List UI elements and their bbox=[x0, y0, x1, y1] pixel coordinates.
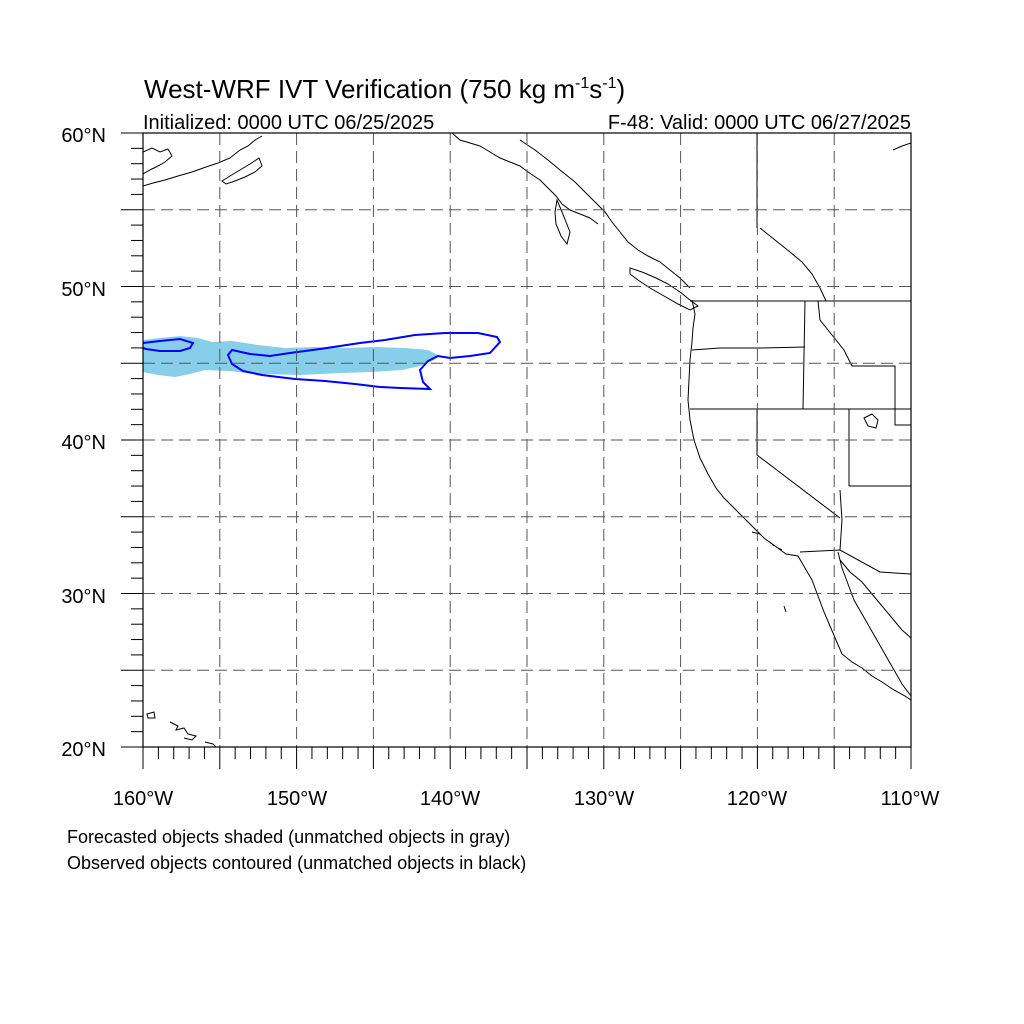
lat-label-50n: 50°N bbox=[61, 279, 106, 301]
observed-legend-note: Observed objects contoured (unmatched ob… bbox=[67, 853, 526, 873]
lat-label-60n: 60°N bbox=[61, 125, 106, 147]
init-time-label: Initialized: 0000 UTC 06/25/2025 bbox=[143, 112, 434, 134]
lon-label-140w: 140°W bbox=[420, 788, 480, 810]
northeast-corner-coast bbox=[892, 142, 911, 151]
map-title: West-WRF IVT Verification (750 kg m-1s-1… bbox=[144, 74, 625, 104]
alaska-peninsula-coast bbox=[143, 135, 263, 187]
british-columbia-alberta-border bbox=[759, 227, 827, 302]
forecast-legend-note: Forecasted objects shaded (unmatched obj… bbox=[67, 827, 510, 847]
lon-label-150w: 150°W bbox=[267, 788, 327, 810]
lat-label-20n: 20°N bbox=[61, 739, 106, 761]
bc-inside-passage-coast bbox=[519, 139, 691, 289]
observed-object-layer bbox=[143, 332, 502, 391]
hawaii-big-island bbox=[204, 741, 217, 747]
lon-label-160w: 160°W bbox=[113, 788, 173, 810]
us-west-coast bbox=[687, 299, 911, 701]
channel-islands bbox=[751, 531, 783, 551]
gulf-of-alaska-coast bbox=[451, 133, 599, 225]
valid-time-label: F-48: Valid: 0000 UTC 06/27/2025 bbox=[608, 112, 911, 134]
montana-idaho-border bbox=[817, 300, 911, 426]
california-nevada-border bbox=[756, 409, 841, 519]
lon-label-130w: 130°W bbox=[574, 788, 634, 810]
oregon-northern-border bbox=[691, 346, 806, 351]
lat-label-40n: 40°N bbox=[61, 432, 106, 454]
baja-peninsula-east-coast bbox=[837, 551, 911, 697]
haida-gwaii-coast bbox=[554, 198, 571, 246]
graticule-layer bbox=[143, 133, 911, 747]
kodiak-coast bbox=[221, 157, 263, 185]
axis-ticks-layer bbox=[121, 132, 912, 769]
observed-ivt-contour-main bbox=[226, 332, 502, 391]
forecast-ivt-object bbox=[143, 336, 440, 377]
idaho-western-border bbox=[802, 300, 806, 410]
us-mexico-border bbox=[799, 549, 911, 575]
hawaii-kauai bbox=[146, 711, 156, 719]
lon-label-110w: 110°W bbox=[881, 788, 940, 810]
coastline-layer bbox=[143, 133, 911, 747]
lon-label-120w: 120°W bbox=[727, 788, 787, 810]
plot-border bbox=[142, 132, 912, 748]
hawaii-oahu-maui bbox=[169, 721, 197, 741]
gulf-of-california-coast bbox=[839, 559, 911, 639]
observed-ivt-contour-west bbox=[143, 337, 195, 352]
arizona-western-border bbox=[839, 489, 843, 551]
great-salt-lake-outline bbox=[863, 413, 879, 429]
guadalupe-island bbox=[783, 605, 787, 613]
forecast-object-layer bbox=[143, 336, 440, 377]
lat-label-30n: 30°N bbox=[61, 586, 106, 608]
vancouver-island-coast bbox=[629, 267, 699, 311]
